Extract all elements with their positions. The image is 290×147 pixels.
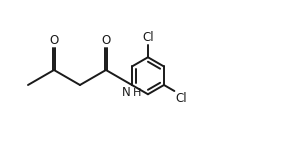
Text: N: N [122, 86, 131, 100]
Text: O: O [101, 34, 110, 47]
Text: Cl: Cl [142, 31, 154, 44]
Text: H: H [133, 87, 141, 97]
Text: Cl: Cl [175, 92, 187, 105]
Text: O: O [49, 34, 59, 47]
